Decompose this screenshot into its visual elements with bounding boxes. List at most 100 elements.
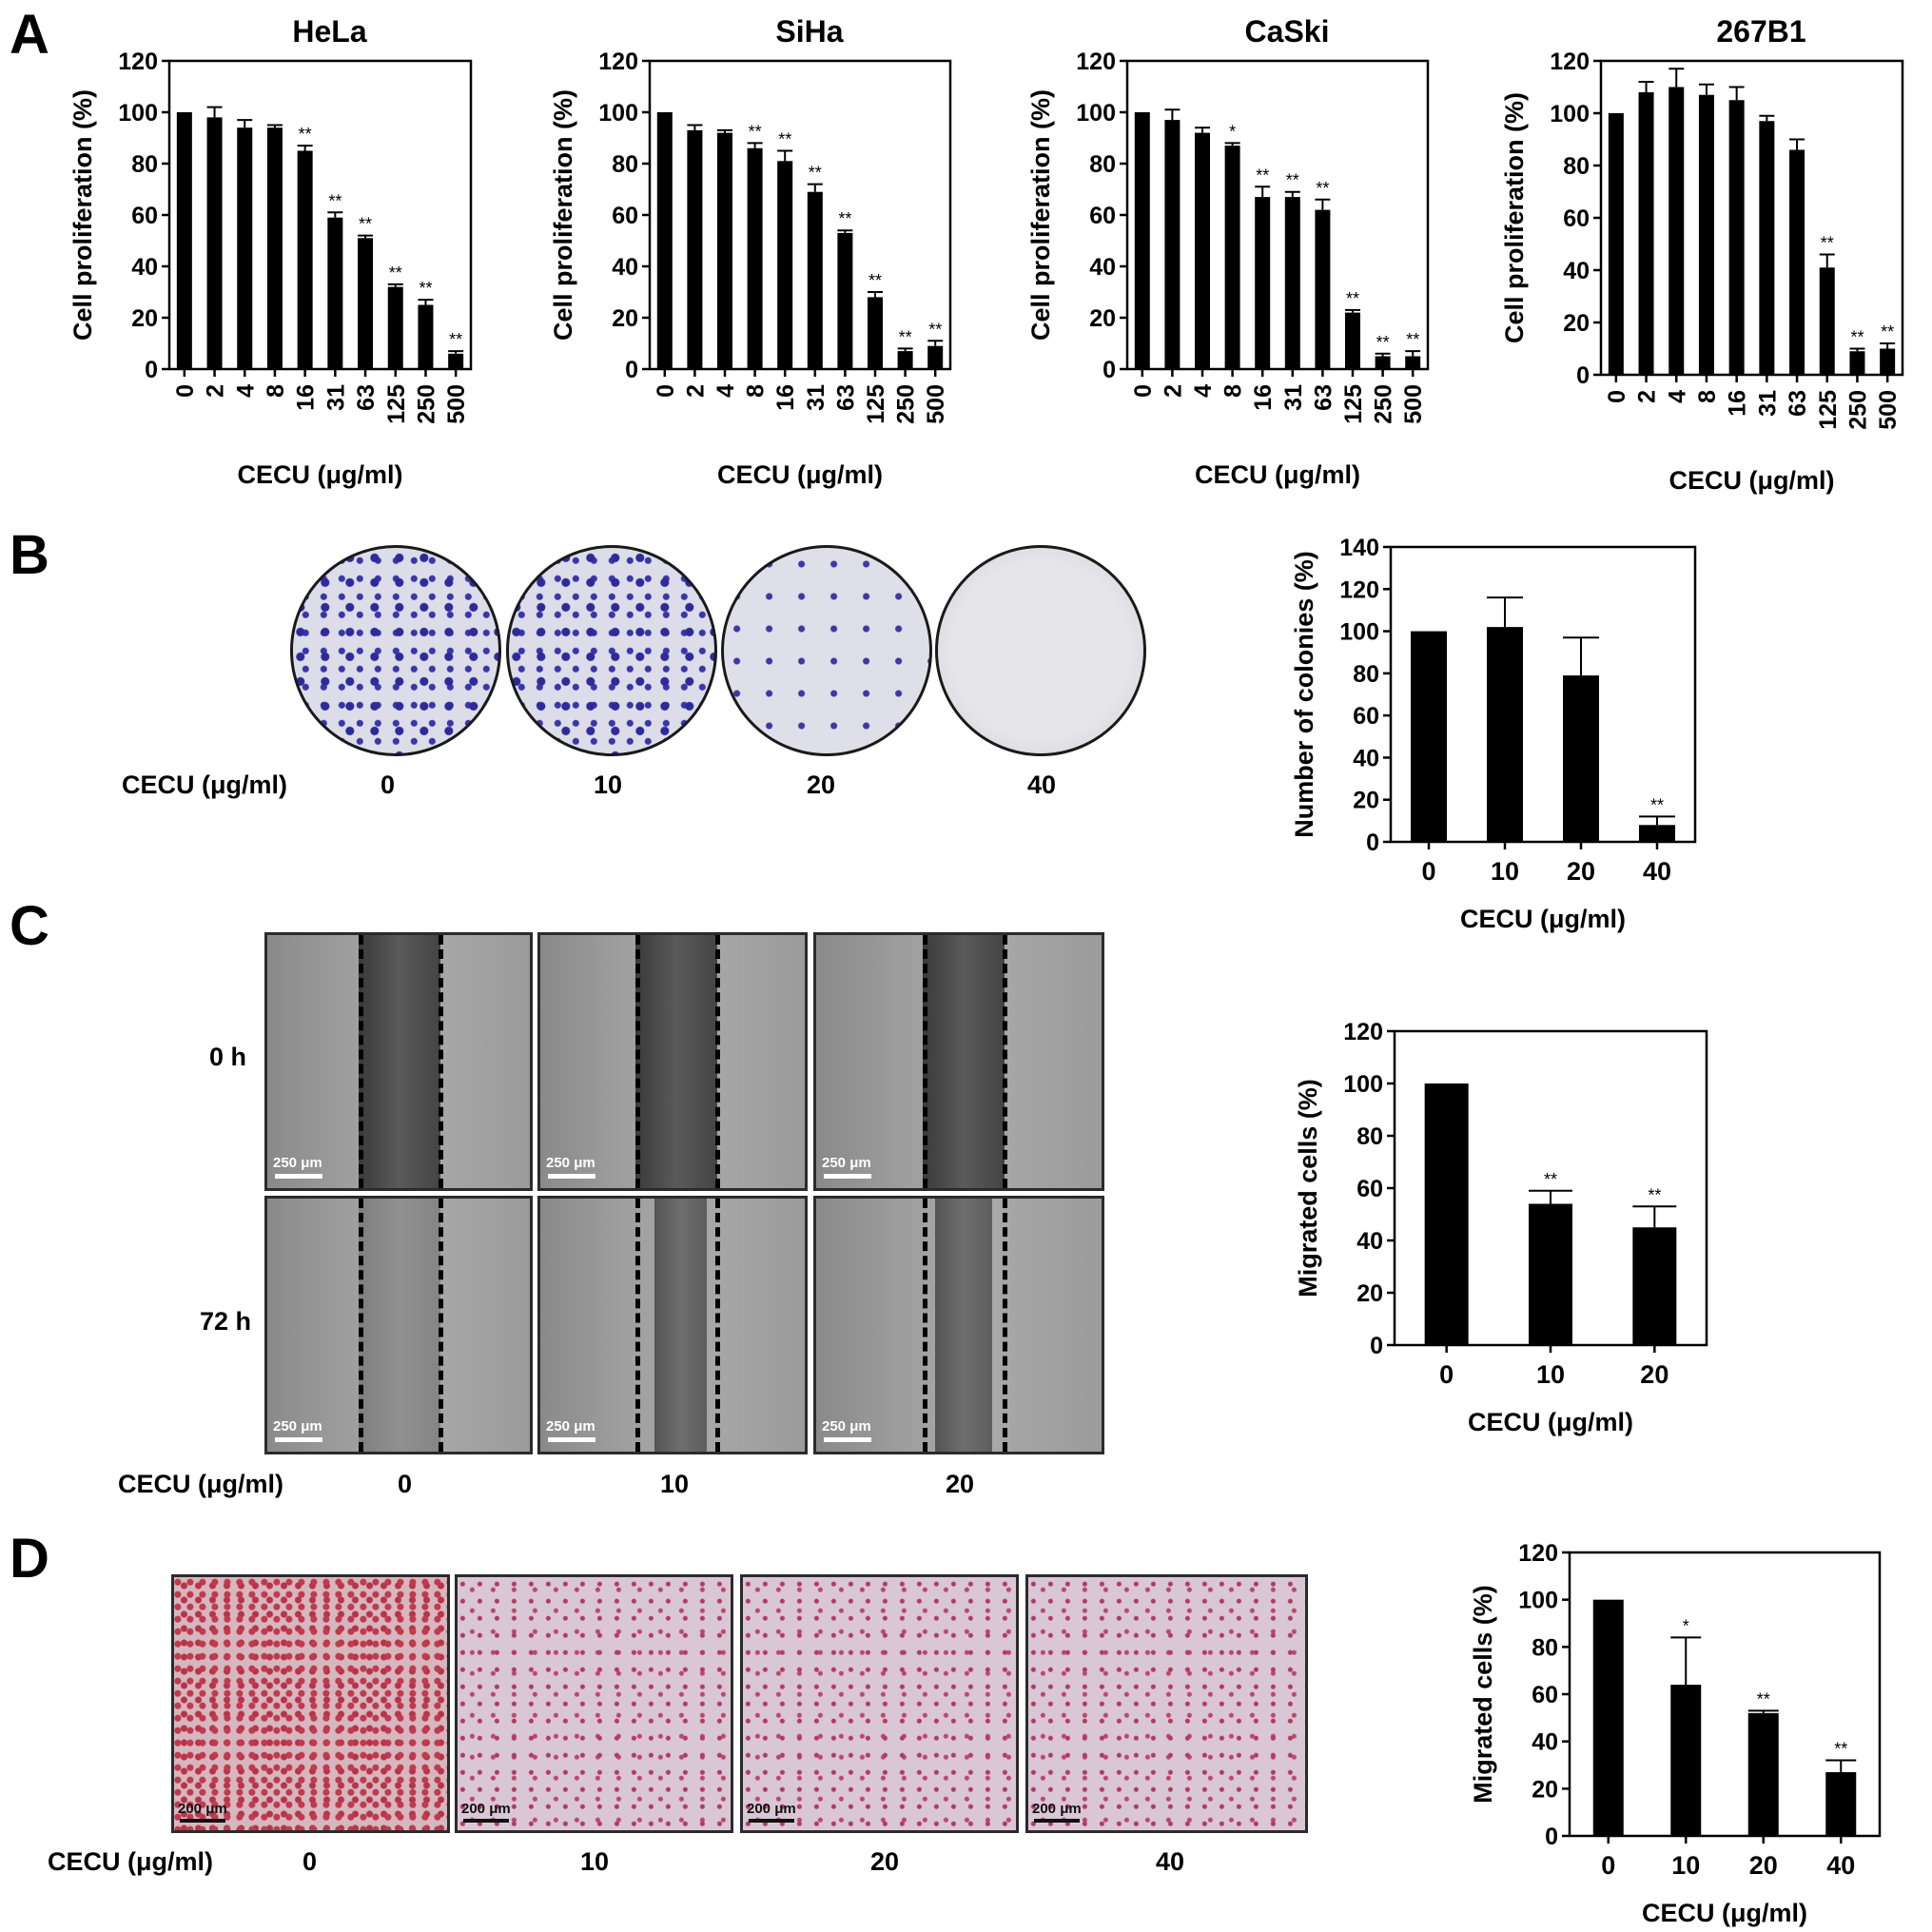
significance-mark: ** bbox=[419, 279, 432, 298]
panel-c-dose-20: 20 bbox=[946, 1470, 975, 1498]
y-tick-label: 20 bbox=[131, 305, 158, 332]
y-axis-label: Cell proliferation (%) bbox=[1026, 89, 1055, 341]
x-tick-label: 125 bbox=[1815, 390, 1842, 430]
significance-mark: ** bbox=[1346, 289, 1359, 308]
x-tick-label: 125 bbox=[383, 384, 410, 424]
bar-0 bbox=[656, 112, 673, 369]
x-tick-label: 10 bbox=[1491, 857, 1519, 886]
x-tick-label: 20 bbox=[1567, 857, 1595, 886]
significance-mark: ** bbox=[449, 330, 462, 349]
significance-mark: ** bbox=[1834, 1740, 1847, 1759]
bar-0 bbox=[1134, 112, 1150, 369]
significance-mark: * bbox=[1683, 1616, 1689, 1635]
bar-63 bbox=[1789, 149, 1805, 375]
bar-63 bbox=[837, 232, 853, 369]
panel-b-dose-20: 20 bbox=[807, 771, 836, 799]
x-tick-label: 500 bbox=[1875, 390, 1902, 430]
panel-b-dose-10: 10 bbox=[594, 771, 623, 799]
chart-transwell: 0 20 40 60 80 100 120 0 * 10 ** 20 ** 40 Migrated cell… bbox=[1469, 1540, 1882, 1927]
panel-d-dose-0: 0 bbox=[302, 1847, 318, 1876]
chart-title: SiHa bbox=[775, 14, 843, 49]
bar-125 bbox=[387, 286, 403, 369]
x-tick-label: 16 bbox=[772, 384, 799, 411]
bar-63 bbox=[1315, 209, 1331, 369]
y-tick-label: 20 bbox=[1532, 1776, 1558, 1803]
x-tick-label: 8 bbox=[743, 384, 770, 398]
bar-8 bbox=[266, 127, 283, 369]
y-tick-label: 80 bbox=[131, 151, 158, 178]
y-axis-label: Cell proliferation (%) bbox=[1500, 92, 1529, 343]
y-axis-label: Cell proliferation (%) bbox=[68, 89, 97, 341]
x-tick-label: 31 bbox=[1754, 390, 1781, 417]
significance-mark: ** bbox=[389, 263, 402, 283]
y-tick-label: 60 bbox=[1353, 703, 1379, 730]
x-tick-label: 8 bbox=[1694, 390, 1721, 403]
bar-31 bbox=[1284, 197, 1300, 369]
panel-d-dose-20: 20 bbox=[870, 1847, 900, 1876]
chart-title: 267B1 bbox=[1716, 14, 1805, 49]
x-tick-label: 2 bbox=[682, 384, 709, 398]
plot-frame bbox=[1389, 545, 1697, 844]
y-tick-label: 60 bbox=[1532, 1682, 1558, 1708]
bar-16 bbox=[297, 150, 313, 369]
bar-250 bbox=[418, 304, 434, 369]
wound-0h-dose-20: 250 μm bbox=[813, 932, 1104, 1191]
bar-20 bbox=[1632, 1227, 1677, 1345]
y-tick-label: 40 bbox=[1563, 258, 1590, 284]
y-tick-label: 120 bbox=[118, 49, 158, 75]
bar-4 bbox=[1195, 132, 1210, 369]
significance-mark: ** bbox=[868, 271, 882, 290]
significance-mark: ** bbox=[1650, 795, 1664, 814]
y-axis-label: Cell proliferation (%) bbox=[549, 89, 577, 341]
y-tick-label: 80 bbox=[1356, 1123, 1383, 1150]
y-tick-label: 0 bbox=[1370, 1333, 1383, 1359]
x-tick-label: 16 bbox=[293, 384, 320, 411]
x-tick-label: 250 bbox=[1844, 390, 1871, 430]
wound-72h-dose-0: 250 μm bbox=[264, 1196, 533, 1454]
x-tick-label: 2 bbox=[203, 384, 229, 398]
y-tick-label: 80 bbox=[1532, 1634, 1558, 1661]
significance-mark: ** bbox=[809, 164, 822, 183]
x-tick-label: 31 bbox=[803, 384, 829, 411]
bar-4 bbox=[717, 132, 732, 369]
x-tick-label: 20 bbox=[1640, 1360, 1669, 1389]
colony-dish-40 bbox=[935, 545, 1146, 756]
x-tick-label: 0 bbox=[653, 384, 679, 398]
colony-dish-10 bbox=[506, 545, 717, 756]
wound-72h-dose-20: 250 μm bbox=[813, 1196, 1104, 1454]
transwell-dose-20: 200 μm bbox=[740, 1574, 1019, 1833]
bar-0 bbox=[1411, 631, 1447, 842]
chart-wound-healing: 0 20 40 60 80 100 120 0 ** 10 ** 20 Migrated cells (… bbox=[1294, 1019, 1708, 1436]
x-tick-label: 250 bbox=[893, 384, 920, 424]
significance-mark: ** bbox=[1850, 328, 1864, 347]
y-tick-label: 0 bbox=[1103, 357, 1116, 383]
significance-mark: ** bbox=[1256, 166, 1269, 185]
x-tick-label: 63 bbox=[832, 384, 859, 411]
bar-250 bbox=[1849, 351, 1865, 375]
bar-125 bbox=[1819, 267, 1835, 375]
y-axis-label: Migrated cells (%) bbox=[1294, 1079, 1322, 1298]
x-tick-label: 8 bbox=[1220, 384, 1247, 398]
wound-72h-dose-10: 250 μm bbox=[537, 1196, 808, 1454]
y-tick-label: 100 bbox=[1076, 100, 1116, 127]
bar-250 bbox=[1375, 356, 1391, 369]
y-tick-label: 20 bbox=[612, 305, 638, 332]
significance-mark: ** bbox=[1376, 333, 1390, 352]
y-axis-label: Migrated cells (%) bbox=[1469, 1585, 1497, 1804]
x-tick-label: 16 bbox=[1250, 384, 1277, 411]
y-tick-label: 0 bbox=[1545, 1824, 1558, 1850]
y-tick-label: 120 bbox=[1550, 49, 1590, 75]
bar-8 bbox=[1224, 146, 1240, 369]
panel-d-dose-40: 40 bbox=[1156, 1847, 1185, 1876]
bar-2 bbox=[1638, 92, 1654, 375]
significance-mark: ** bbox=[328, 191, 342, 210]
x-tick-label: 125 bbox=[863, 384, 889, 424]
bar-16 bbox=[1728, 100, 1745, 375]
y-tick-label: 20 bbox=[1563, 310, 1590, 337]
x-tick-label: 40 bbox=[1826, 1851, 1855, 1880]
bar-40 bbox=[1639, 825, 1675, 842]
bar-4 bbox=[1669, 87, 1685, 375]
bar-40 bbox=[1825, 1771, 1857, 1836]
bar-8 bbox=[1698, 94, 1714, 375]
